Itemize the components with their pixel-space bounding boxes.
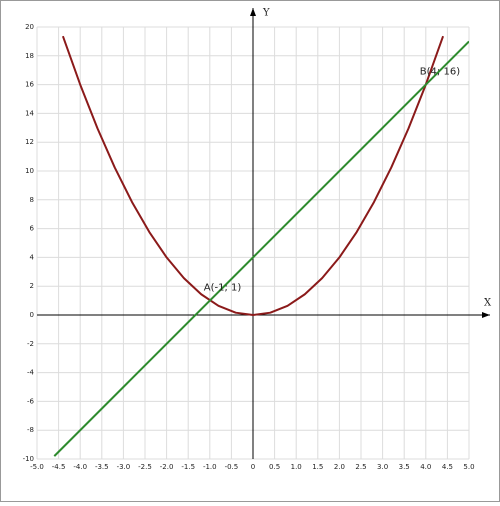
x-tick-label: -4.5 [52, 463, 66, 471]
x-tick-label: 1.5 [312, 463, 323, 471]
y-tick-label: 16 [25, 81, 34, 89]
annotation: B(4; 16) [420, 67, 460, 78]
y-tick-label: 12 [25, 138, 34, 146]
x-tick-label: 4.5 [442, 463, 453, 471]
x-tick-label: -5.0 [30, 463, 44, 471]
series-line [61, 35, 445, 316]
y-tick-label: 14 [25, 109, 34, 117]
x-tick-label: 4.0 [420, 463, 431, 471]
x-tick-label: 5.0 [463, 463, 474, 471]
series-line [53, 40, 469, 457]
y-tick-label: 8 [30, 196, 34, 204]
y-tick-label: 0 [30, 311, 34, 319]
x-tick-label: 2.5 [355, 463, 366, 471]
x-tick-label: 2.0 [334, 463, 345, 471]
y-tick-label: 10 [25, 167, 34, 175]
annotation: A(-1; 1) [204, 283, 242, 294]
x-tick-label: -3.5 [95, 463, 109, 471]
y-axis-label: Y [262, 8, 270, 19]
y-tick-label: -2 [27, 340, 34, 348]
x-tick-label: 1.0 [291, 463, 302, 471]
y-tick-label: 6 [30, 225, 35, 233]
x-axis-arrow [482, 312, 490, 318]
y-tick-label: 20 [25, 23, 34, 31]
y-tick-label: 4 [30, 253, 35, 261]
y-tick-label: 2 [30, 282, 34, 290]
x-tick-label: 3.0 [377, 463, 388, 471]
x-tick-label: -2.0 [160, 463, 174, 471]
y-tick-label: 18 [25, 52, 34, 60]
x-tick-label: -3.0 [117, 463, 131, 471]
x-tick-label: 3.5 [399, 463, 410, 471]
y-tick-label: -10 [23, 455, 34, 463]
x-tick-label: 0.5 [269, 463, 280, 471]
x-tick-label: -1.5 [181, 463, 195, 471]
x-axis-label: X [484, 298, 492, 309]
y-axis-arrow [250, 8, 256, 16]
x-tick-label: -2.5 [138, 463, 152, 471]
y-tick-label: -6 [27, 397, 35, 405]
axes [37, 8, 490, 459]
plot [53, 35, 469, 457]
x-tick-label: 0 [251, 463, 255, 471]
y-tick-label: -4 [27, 369, 35, 377]
x-tick-label: -1.0 [203, 463, 217, 471]
labels: -5.0 -4.5 -4.0 -3.5 -3.0 -2.5 -2.0 -1.5 -1.0 -0.5… [23, 23, 475, 471]
x-tick-label: -4.0 [73, 463, 87, 471]
y-tick-label: -8 [27, 426, 34, 434]
x-tick-label: -0.5 [225, 463, 239, 471]
